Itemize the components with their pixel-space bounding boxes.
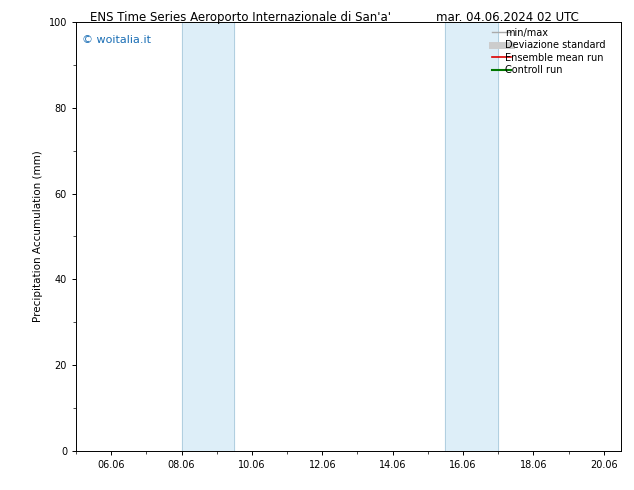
Bar	[181, 22, 235, 451]
Y-axis label: Precipitation Accumulation (mm): Precipitation Accumulation (mm)	[33, 150, 43, 322]
Text: mar. 04.06.2024 02 UTC: mar. 04.06.2024 02 UTC	[436, 11, 579, 24]
Text: © woitalia.it: © woitalia.it	[82, 35, 150, 45]
Bar	[446, 22, 498, 451]
Text: ENS Time Series Aeroporto Internazionale di San'a': ENS Time Series Aeroporto Internazionale…	[91, 11, 391, 24]
Legend: min/max, Deviazione standard, Ensemble mean run, Controll run: min/max, Deviazione standard, Ensemble m…	[489, 25, 618, 78]
